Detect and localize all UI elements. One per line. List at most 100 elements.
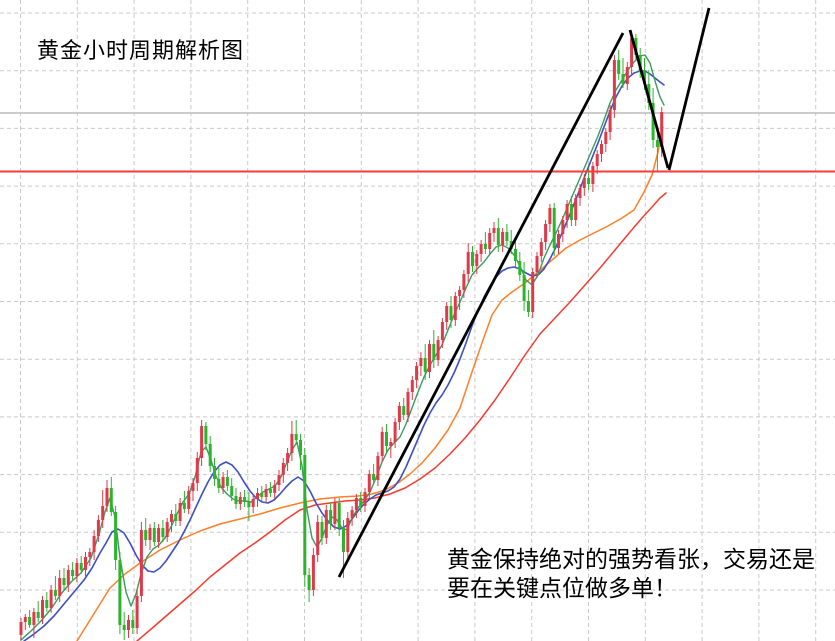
candle-up [333,503,337,524]
candle-up [389,442,393,446]
candle-down [294,434,298,440]
breakout-line [667,7,711,171]
candle-down [230,486,234,496]
candle-down [204,426,208,444]
candle-up [376,456,380,480]
candle-up [311,555,315,590]
candle-down [522,275,526,301]
candle-up [410,380,414,392]
candle-up [462,274,466,290]
candle-down [651,103,655,140]
candle-down [62,578,66,585]
candle-down [144,530,148,540]
candle-up [539,242,543,256]
candle-up [479,244,483,254]
candle-down [53,590,57,596]
candle-up [367,474,371,492]
candle-up [363,492,367,506]
candle-up [264,489,268,497]
candle-up [187,491,191,509]
candle-down [268,489,272,493]
annotation-line-2: 要在关键点位做多单！ [447,575,677,601]
candle-up [324,510,328,538]
chart-title: 黄金小时周期解析图 [37,38,245,63]
candle-up [41,600,44,618]
candle-down [587,178,591,184]
candle-up [612,60,616,110]
candle-up [604,132,608,144]
candle-down [449,306,453,320]
candle-down [122,625,126,630]
candle-up [346,518,350,552]
candle-up [316,522,320,555]
candle-up [23,617,27,622]
candle-down [161,528,165,537]
candle-up [200,426,204,458]
candle-up [286,453,290,463]
candle-up [238,497,242,504]
pullback-line [628,29,670,169]
candle-up [501,232,505,245]
candle-down [109,488,113,512]
ma-slow-orange [76,126,664,641]
candle-down [337,503,341,528]
candle-up [557,234,560,248]
candle-down [118,560,122,625]
candle-up [475,254,479,266]
candle-up [582,178,586,188]
candle-up [66,570,70,585]
candle-down [402,406,406,415]
candle-up [148,528,152,540]
candle-down [514,249,517,261]
candle-up [135,596,139,628]
candle-down [234,496,238,504]
candle-down [217,479,221,488]
candle-down [247,502,251,507]
candle-up [578,188,582,198]
candle-down [483,244,487,249]
candle-up [488,233,492,249]
candle-down [505,232,509,241]
candle-up [428,344,431,372]
candle-up [58,578,62,596]
annotation-line-1: 黄金保持绝对的强势看张，交易还是 [447,546,815,572]
candle-up [139,530,143,596]
candle-down [45,600,49,608]
candle-down [518,261,522,275]
candle-up [591,166,595,184]
candle-up [415,366,419,380]
candle-up [191,483,195,491]
candle-up [453,296,457,320]
candle-up [625,67,629,84]
candle-down [372,474,376,480]
candle-down [131,620,135,628]
candle-down [320,522,324,538]
candle-up [178,503,182,521]
candle-up [380,432,384,456]
candle-down [329,510,333,524]
candle-up [105,488,109,506]
candle-up [256,493,259,499]
candle-up [436,340,440,360]
candle-up [397,406,401,422]
candle-up [630,38,634,67]
candle-up [600,144,603,154]
candle-up [290,434,294,453]
candle-down [79,563,83,570]
candle-up [548,208,552,224]
candle-down [617,60,621,74]
candle-down [496,228,500,245]
candle-down [114,512,118,560]
candle-up [419,358,423,366]
candle-up [458,290,462,296]
candle-up [535,256,539,272]
candle-up [350,510,354,518]
candle-up [157,528,161,542]
candle-up [574,198,578,220]
candle-down [213,466,216,479]
candle-up [277,475,281,485]
candle-up [32,612,36,625]
candle-up [445,306,449,322]
candle-down [260,493,264,497]
